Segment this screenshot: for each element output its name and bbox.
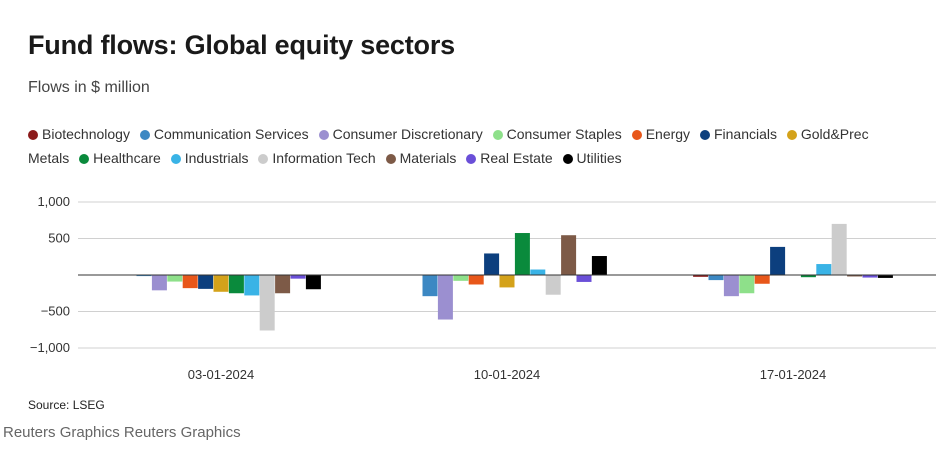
bar <box>561 235 577 275</box>
bar <box>530 269 546 275</box>
y-tick-label: −500 <box>41 304 70 319</box>
x-tick-label: 03-01-2024 <box>188 367 255 382</box>
bar <box>708 275 724 281</box>
bar <box>182 275 198 289</box>
legend-item: Biotechnology <box>28 126 130 142</box>
legend-swatch <box>318 130 329 140</box>
bar <box>591 256 607 275</box>
legend-label: Materials <box>399 150 457 166</box>
bar <box>770 246 786 275</box>
bar <box>422 275 438 297</box>
chart-legend: Biotechnology Communication Services Con… <box>28 122 918 170</box>
x-tick-label: 10-01-2024 <box>474 367 541 382</box>
bar <box>499 275 515 288</box>
bar <box>831 223 847 275</box>
bar <box>862 275 878 278</box>
y-tick-label: 500 <box>48 231 70 246</box>
bar <box>739 275 755 294</box>
legend-label: Gold&Prec Metals <box>28 126 869 166</box>
legend-swatch <box>79 154 90 164</box>
legend-item: Energy <box>631 126 691 142</box>
x-tick-label: 17-01-2024 <box>760 367 827 382</box>
legend-label: Information Tech <box>272 150 376 166</box>
bar-chart: 1,000 500 −500 −1,000 03-01-2024 10-01-2024 17… <box>30 194 936 382</box>
legend-swatch <box>258 154 269 164</box>
legend-label: Consumer Discretionary <box>332 126 483 142</box>
bar <box>514 233 530 275</box>
legend-label: Biotechnology <box>42 126 130 142</box>
legend-item: Gold&Prec Metals <box>28 126 869 166</box>
y-tick-label: 1,000 <box>37 194 70 209</box>
bar <box>877 275 893 278</box>
legend-swatch <box>466 154 477 164</box>
legend-item: Utilities <box>562 150 622 166</box>
bar <box>545 275 561 295</box>
bar <box>693 275 709 277</box>
y-tick-label: −1,000 <box>30 340 70 355</box>
legend-item: Financials <box>699 126 777 142</box>
bar <box>213 275 229 292</box>
legend-label: Energy <box>645 126 691 142</box>
legend-label: Healthcare <box>93 150 161 166</box>
legend-item: Materials <box>385 150 457 166</box>
bar <box>244 275 260 296</box>
bar <box>437 275 453 320</box>
legend-item: Healthcare <box>79 150 161 166</box>
bar <box>275 275 291 294</box>
bar <box>576 275 592 282</box>
legend-swatch <box>385 154 396 164</box>
legend-label: Utilities <box>576 150 622 166</box>
bar <box>468 275 484 285</box>
credit-line: Reuters Graphics Reuters Graphics <box>3 424 241 441</box>
legend-swatch <box>492 130 503 140</box>
legend-swatch <box>562 154 573 164</box>
bar <box>723 275 739 297</box>
legend-swatch <box>631 130 642 140</box>
legend-swatch <box>699 130 710 140</box>
bar <box>816 264 832 275</box>
legend-item: Communication Services <box>139 126 309 142</box>
legend-label: Real Estate <box>480 150 553 166</box>
bar <box>484 253 500 275</box>
legend-swatch <box>28 130 38 140</box>
bar <box>800 275 816 278</box>
legend-swatch <box>170 154 181 164</box>
bar <box>754 275 770 284</box>
bar <box>305 275 321 290</box>
bar <box>198 275 214 289</box>
bar <box>290 275 306 279</box>
legend-label: Industrials <box>184 150 249 166</box>
source-note: Source: LSEG <box>28 398 105 412</box>
chart-subtitle: Flows in $ million <box>28 79 150 96</box>
legend-item: Real Estate <box>466 150 553 166</box>
bar <box>228 275 244 294</box>
bar <box>847 275 863 277</box>
bar <box>453 275 469 281</box>
bar <box>136 275 152 277</box>
legend-label: Communication Services <box>153 126 309 142</box>
legend-item: Information Tech <box>258 150 376 166</box>
bar <box>167 275 183 282</box>
legend-label: Financials <box>713 126 777 142</box>
legend-item: Consumer Staples <box>492 126 622 142</box>
bar <box>151 275 167 291</box>
bar <box>259 275 275 331</box>
legend-label: Consumer Staples <box>506 126 622 142</box>
chart-title: Fund flows: Global equity sectors <box>28 30 455 60</box>
legend-item: Consumer Discretionary <box>318 126 483 142</box>
legend-swatch <box>139 130 150 140</box>
legend-item: Industrials <box>170 150 249 166</box>
legend-swatch <box>786 130 797 140</box>
